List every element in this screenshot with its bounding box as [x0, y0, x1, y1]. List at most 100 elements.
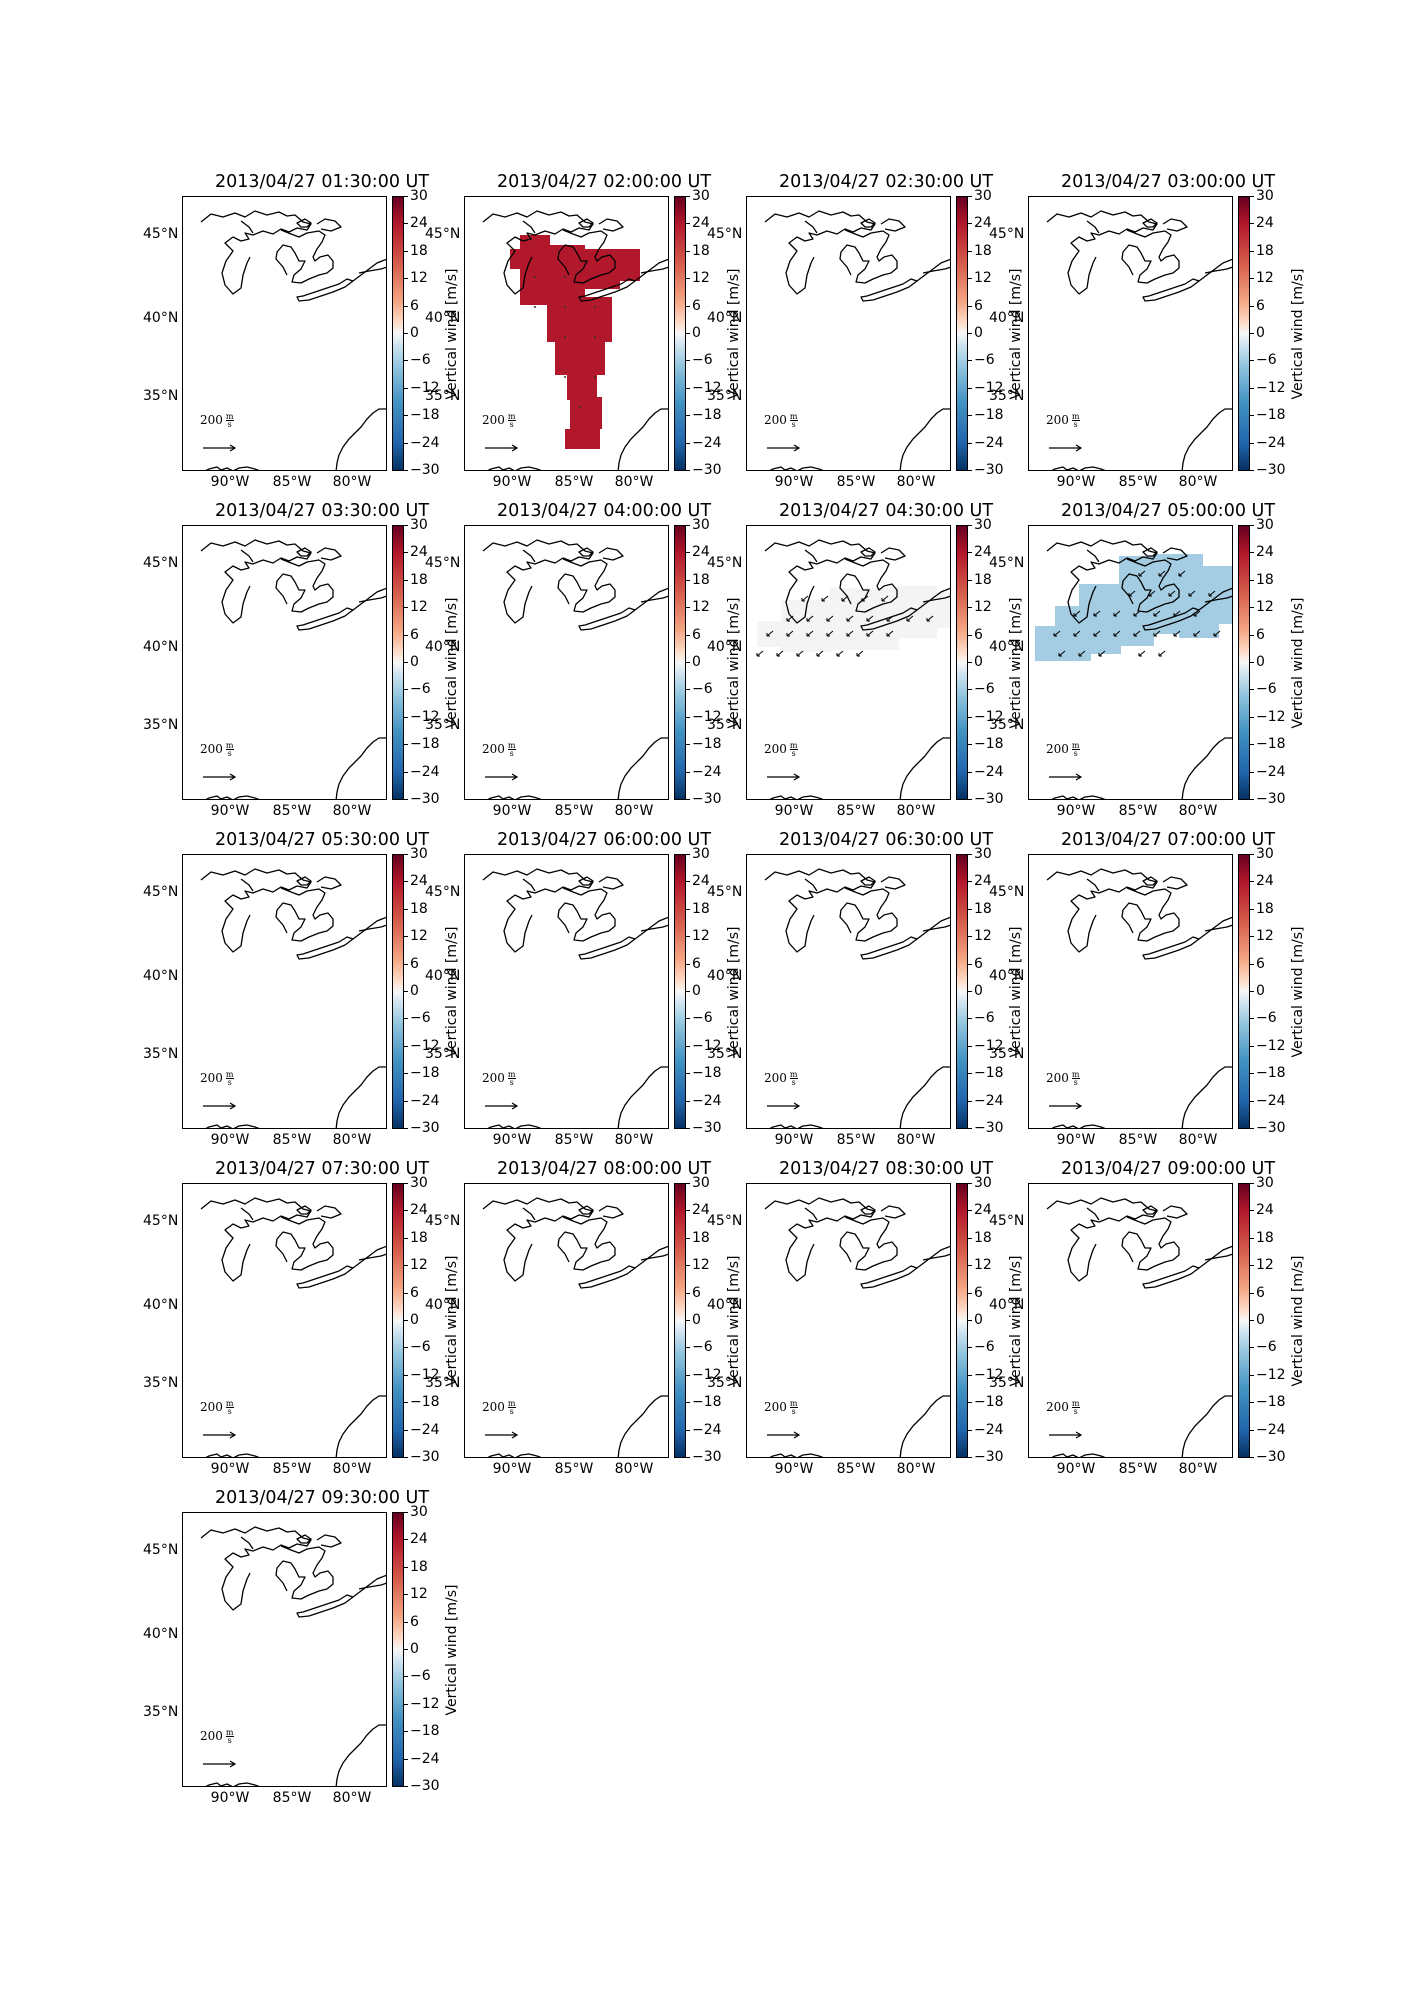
- colorbar-tick-label: 18: [692, 900, 710, 917]
- map-panel: 2013/04/27 03:30:00 UT 200 m s 45°N 40°N 35°N 9…: [143, 501, 467, 825]
- quiver-key-arrow: [485, 1102, 519, 1110]
- quiver-key-arrow: [1049, 773, 1083, 781]
- colorbar-tick: [404, 552, 408, 554]
- colorbar-tick: [686, 1265, 690, 1267]
- colorbar-tick-label: 6: [1256, 297, 1265, 314]
- colorbar-tick: [686, 196, 690, 197]
- longitude-label: 90°W: [774, 1132, 814, 1148]
- colorbar-tick: [404, 662, 408, 663]
- wind-arrow: [821, 595, 829, 602]
- colorbar-tick: [404, 1347, 408, 1349]
- unit-numerator: m: [789, 1070, 798, 1079]
- colorbar-tick-label: −12: [1256, 379, 1286, 396]
- colorbar-tick-label: 24: [1256, 1202, 1274, 1219]
- latitude-label: 45°N: [989, 1213, 1025, 1229]
- colorbar-tick: [686, 1183, 690, 1184]
- colorbar: [392, 1183, 404, 1458]
- latitude-label: 40°N: [143, 639, 179, 655]
- quiver-key-value: 200: [1046, 1400, 1069, 1414]
- unit-numerator: m: [507, 1070, 516, 1079]
- colorbar: [674, 854, 686, 1129]
- longitude-label: 80°W: [896, 1132, 936, 1148]
- colorbar-tick-label: 18: [692, 242, 710, 259]
- panel-title: 2013/04/27 03:30:00 UT: [214, 501, 430, 521]
- latitude-label: 45°N: [989, 226, 1025, 242]
- colorbar-tick: [1250, 552, 1254, 554]
- map-panel: 2013/04/27 04:30:00 UT 200 m s 45°N 40°N 35°N 9…: [707, 501, 1031, 825]
- coastline: [482, 210, 668, 470]
- colorbar-tick: [686, 470, 690, 471]
- longitude-label: 90°W: [492, 1461, 532, 1477]
- colorbar-tick-label: 30: [1256, 517, 1274, 533]
- unit-denominator: s: [1071, 1078, 1080, 1087]
- colorbar-tick-label: 24: [974, 544, 992, 561]
- colorbar-tick-label: −24: [1256, 434, 1286, 451]
- colorbar: [392, 525, 404, 800]
- longitude-label: 85°W: [272, 474, 312, 490]
- colorbar-tick: [1250, 470, 1254, 471]
- colorbar-tick: [1250, 689, 1254, 691]
- colorbar-tick-label: 30: [974, 846, 992, 862]
- colorbar-tick: [404, 196, 408, 197]
- longitude-label: 80°W: [614, 474, 654, 490]
- colorbar-tick: [1250, 1347, 1254, 1349]
- colorbar-tick: [404, 415, 408, 417]
- colorbar-tick-label: −24: [974, 1092, 1004, 1109]
- longitude-label: 90°W: [492, 474, 532, 490]
- colorbar-tick: [968, 1320, 972, 1321]
- colorbar-tick: [968, 1457, 972, 1458]
- colorbar-label: Vertical wind [m/s]: [444, 268, 460, 400]
- quiver-key-label: 200 m s: [1046, 742, 1080, 758]
- latitude-label: 45°N: [143, 226, 179, 242]
- map-panel: 2013/04/27 05:30:00 UT 200 m s 45°N 40°N 35°N 9…: [143, 830, 467, 1154]
- colorbar-label: Vertical wind [m/s]: [444, 1584, 460, 1716]
- quiver-key-value: 200: [200, 1400, 223, 1414]
- map-panel: 2013/04/27 06:30:00 UT 200 m s 45°N 40°N 35°N 9…: [707, 830, 1031, 1154]
- colorbar: [392, 854, 404, 1129]
- colorbar-tick-label: 18: [974, 900, 992, 917]
- latitude-label: 45°N: [143, 884, 179, 900]
- panel-title: 2013/04/27 09:00:00 UT: [1060, 1159, 1276, 1179]
- colorbar-tick: [686, 689, 690, 691]
- colorbar-tick: [1250, 854, 1254, 855]
- panel-title: 2013/04/27 01:30:00 UT: [214, 172, 430, 192]
- colorbar-tick: [968, 936, 972, 938]
- colorbar-tick-label: −24: [692, 1092, 722, 1109]
- quiver-key-value: 200: [1046, 413, 1069, 427]
- coastline: [764, 1197, 950, 1457]
- colorbar-tick: [686, 442, 690, 444]
- colorbar-label: Vertical wind [m/s]: [1008, 597, 1024, 729]
- quiver-key-arrow: [1049, 1102, 1083, 1110]
- unit-numerator: m: [225, 741, 234, 750]
- latitude-label: 35°N: [143, 1046, 179, 1062]
- map-axes: [746, 525, 951, 800]
- longitude-label: 80°W: [896, 803, 936, 819]
- colorbar-tick-label: −12: [410, 708, 440, 725]
- longitude-label: 80°W: [332, 1461, 372, 1477]
- colorbar-tick-label: 6: [692, 297, 701, 314]
- colorbar-tick: [968, 744, 972, 746]
- colorbar-tick-label: 24: [692, 215, 710, 232]
- unit-denominator: s: [507, 420, 516, 429]
- colorbar-tick-label: −12: [974, 379, 1004, 396]
- colorbar-tick-label: 24: [692, 544, 710, 561]
- wind-arrow: [1133, 610, 1141, 617]
- wind-arrow: [594, 336, 596, 338]
- colorbar-tick: [686, 1347, 690, 1349]
- coastline: [1046, 868, 1232, 1128]
- wind-arrow: [846, 615, 854, 622]
- colorbar-tick-label: 24: [1256, 544, 1274, 561]
- unit-numerator: m: [1071, 1399, 1080, 1408]
- coastline: [200, 539, 386, 799]
- colorbar-tick: [686, 963, 690, 965]
- wind-arrow: [564, 306, 566, 308]
- quiver-key-arrow: [767, 1431, 801, 1439]
- unit-denominator: s: [1071, 420, 1080, 429]
- colorbar-tick: [968, 634, 972, 636]
- latitude-label: 35°N: [425, 1375, 461, 1391]
- longitude-label: 90°W: [492, 1132, 532, 1148]
- latitude-label: 45°N: [707, 884, 743, 900]
- colorbar-tick: [404, 936, 408, 938]
